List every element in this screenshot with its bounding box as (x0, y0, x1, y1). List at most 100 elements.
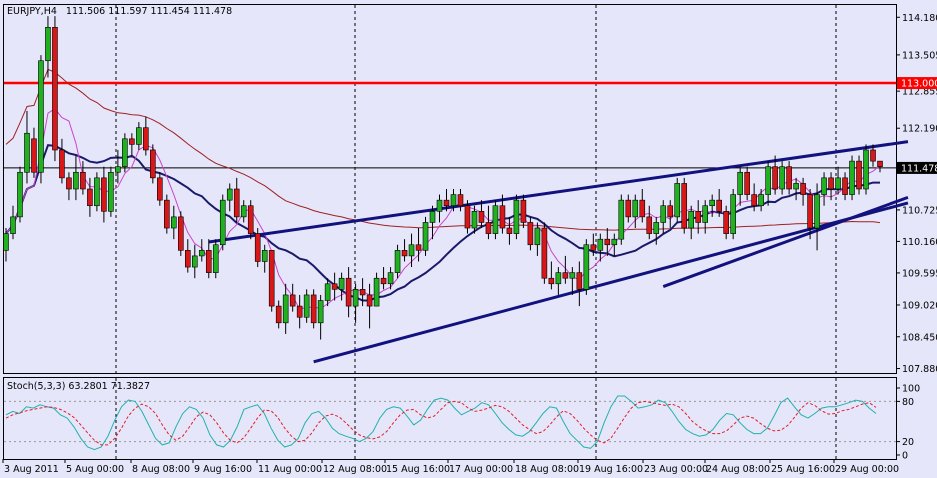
candle-body (744, 171, 750, 195)
time-tick-label: 29 Aug 00:00 (835, 464, 899, 475)
price-tick-label: 109.020 (902, 300, 937, 311)
resistance-price-box (897, 77, 937, 90)
candle (562, 255, 569, 284)
candle (171, 205, 177, 240)
candle (436, 194, 443, 223)
candle-body (576, 272, 583, 290)
candle-body (751, 194, 757, 207)
price-tick-label: 112.855 (902, 87, 937, 98)
candle (863, 144, 869, 195)
candlesticks (3, 16, 883, 340)
candle (597, 233, 604, 262)
candle (373, 272, 380, 307)
candle-body (730, 194, 736, 234)
candle (52, 16, 58, 162)
candle-body (842, 177, 848, 195)
candle (856, 155, 862, 195)
candle-body (849, 160, 855, 195)
candle-body (506, 227, 513, 234)
candle (877, 160, 883, 173)
candle (653, 216, 660, 245)
candle-body (331, 283, 338, 290)
price-tick-label: 114.180 (902, 13, 937, 24)
candle-body (212, 244, 219, 273)
candle (779, 161, 785, 195)
candle-body (772, 166, 778, 190)
candle-body (52, 27, 58, 151)
candle (478, 200, 485, 229)
stochastic-lines (4, 395, 896, 451)
candle-body (863, 149, 869, 190)
time-tick-label: 8 Aug 08:00 (132, 464, 190, 475)
candle (115, 149, 121, 184)
candle (527, 216, 534, 251)
current-price-box (897, 161, 937, 174)
candle (366, 283, 373, 329)
candle (59, 138, 65, 184)
candle-body (31, 138, 37, 173)
lower-channel-line[interactable] (313, 201, 909, 364)
candle (835, 166, 841, 195)
candle-body (639, 199, 646, 218)
candle (415, 228, 422, 262)
candle-body (324, 283, 331, 301)
candle (352, 283, 359, 323)
candle-body (597, 238, 604, 251)
candle-body (653, 222, 660, 234)
candle-body (758, 194, 764, 207)
candle-body (709, 199, 715, 207)
candle-body (233, 188, 240, 218)
candle (569, 267, 576, 295)
candle-body (191, 255, 198, 268)
resistance-price-label: 113.000 (901, 79, 937, 90)
candle (45, 16, 51, 78)
candle-body (359, 289, 366, 296)
time-tick-label: 12 Aug 08:00 (323, 464, 387, 475)
candle (660, 200, 667, 234)
candle (541, 222, 548, 284)
candle-body (457, 194, 464, 207)
candle-body (17, 171, 23, 218)
candle-body (80, 171, 86, 190)
candle-body (821, 177, 827, 195)
candle (87, 177, 93, 217)
candle-body (303, 294, 310, 318)
candle (709, 194, 715, 217)
candle-body (807, 194, 813, 229)
candle-body (289, 294, 296, 307)
candle (646, 205, 653, 240)
candle-body (513, 199, 520, 234)
candle (338, 272, 345, 301)
time-axis: 3 Aug 2011 5 Aug 00:00 8 Aug 08:00 9 Aug 16… (2, 459, 899, 475)
candle-body (178, 216, 184, 251)
candle-body (3, 233, 9, 251)
candle (506, 216, 513, 245)
candle-body (429, 211, 436, 223)
candle-body (352, 289, 359, 307)
upper-trendline[interactable] (208, 140, 909, 244)
candle-body (338, 277, 345, 290)
candle (268, 250, 275, 312)
candle-body (814, 194, 820, 229)
candle-body (226, 188, 233, 201)
candle (38, 55, 44, 184)
candle (730, 189, 736, 240)
candle (240, 200, 247, 223)
candle-body (157, 177, 163, 201)
time-tick-label: 15 Aug 16:00 (386, 464, 450, 475)
candle-body (108, 171, 114, 212)
candle (800, 177, 806, 206)
candle-body (779, 166, 785, 190)
candle (464, 200, 471, 234)
candle (296, 294, 303, 329)
candle (282, 283, 289, 334)
candle-body (681, 183, 688, 229)
candle-body (520, 199, 527, 223)
candle (807, 189, 813, 240)
candle-body (555, 272, 562, 285)
candle (618, 194, 625, 245)
chart-header: EURJPY,H4 111.506 111.597 111.454 111.47… (7, 6, 232, 17)
lower-trendline[interactable] (662, 195, 909, 288)
candle (310, 289, 317, 329)
